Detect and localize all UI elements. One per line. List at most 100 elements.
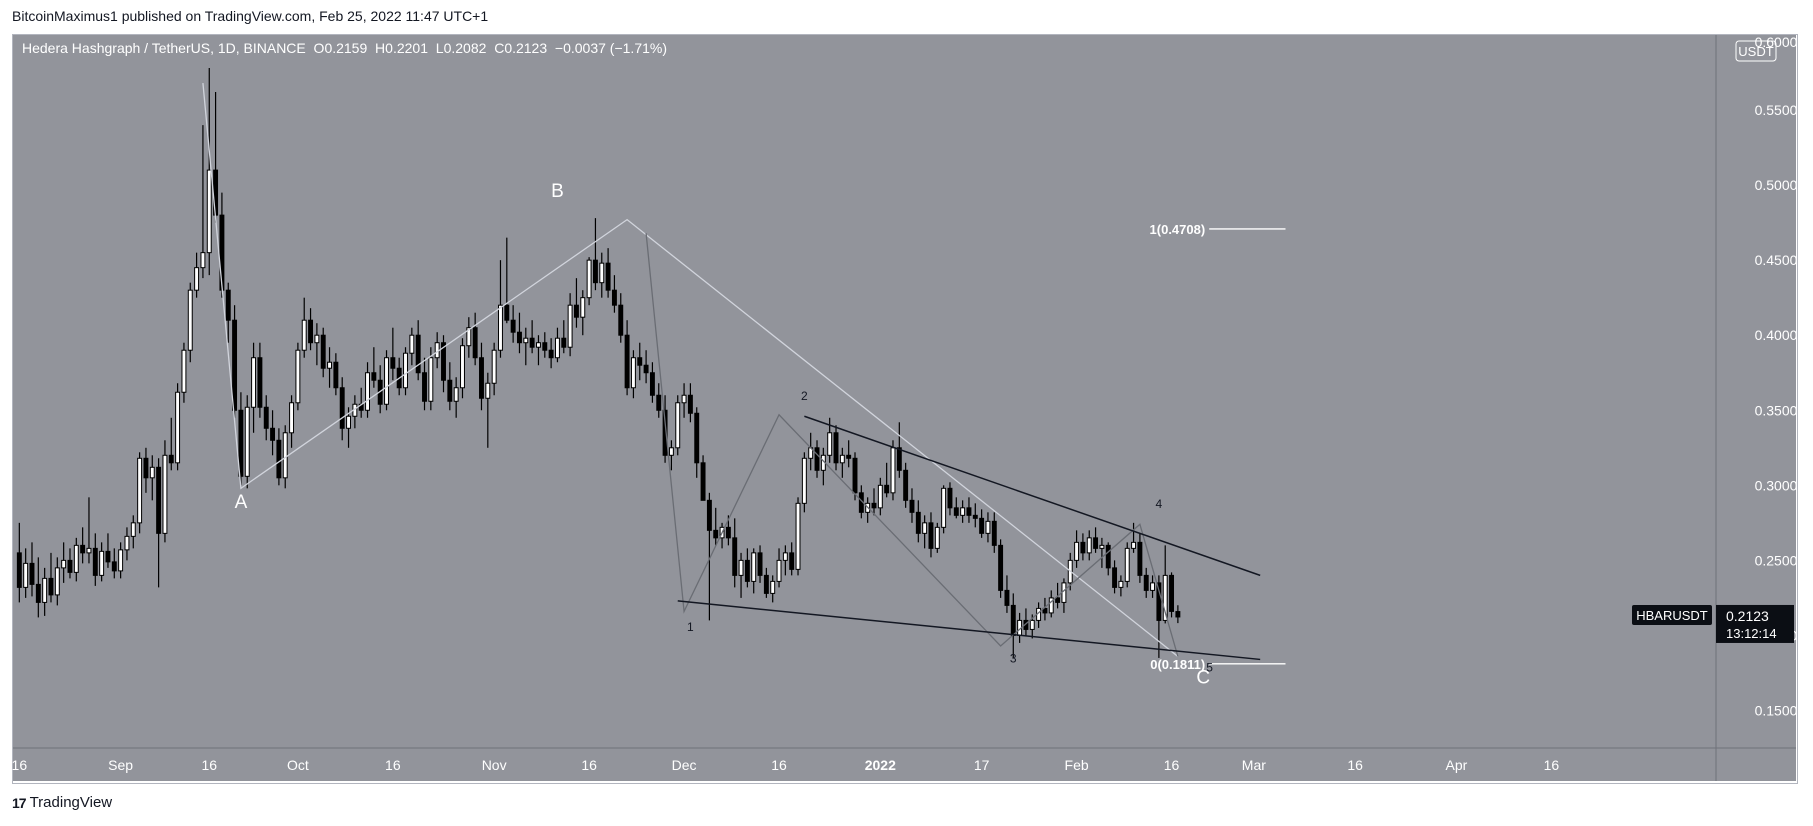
candle-body: [839, 454, 845, 464]
candle-body: [371, 372, 377, 381]
candle-body: [130, 522, 136, 537]
candle-body: [1004, 589, 1010, 606]
candle-body: [1086, 537, 1092, 554]
candle: [871, 488, 877, 516]
candle: [548, 338, 554, 369]
candle: [67, 548, 73, 579]
wave-label: 2: [801, 389, 808, 403]
candle-body: [42, 577, 48, 603]
candle-body: [270, 427, 276, 441]
candle: [1086, 530, 1092, 561]
wedge-trend-line-lower: [677, 600, 1261, 661]
candle-body: [852, 457, 858, 494]
symbol-tag-label: HBARUSDT: [1636, 608, 1708, 623]
candle-body: [662, 409, 668, 456]
candle: [852, 452, 858, 501]
wave-label: B: [551, 181, 564, 202]
candle-body: [441, 342, 446, 381]
candle: [1175, 605, 1181, 624]
candle: [168, 417, 174, 471]
candle-body: [143, 457, 149, 479]
ohlc-open-label: O: [314, 40, 325, 56]
candle-body: [611, 289, 617, 306]
candle-body: [390, 357, 396, 369]
candle-body: [700, 462, 706, 501]
candle-body: [618, 304, 624, 336]
fib-level-label: 1(0.4708): [1150, 222, 1206, 237]
x-tick-label: 16: [771, 757, 787, 773]
ohlc-high: 0.2201: [385, 40, 428, 56]
candle: [1169, 572, 1175, 618]
candle-body: [884, 484, 890, 494]
candles: [16, 68, 1181, 658]
candle-body: [909, 499, 915, 513]
candle-body: [194, 267, 200, 291]
candle-body: [789, 552, 795, 570]
x-tick-label: 16: [12, 757, 28, 773]
candle: [624, 320, 630, 396]
last-price-tag: [1716, 604, 1794, 643]
ohlc-high-label: H: [375, 40, 385, 56]
candle-body: [877, 484, 883, 509]
abc-wave-line: [202, 82, 1179, 657]
candle-body: [561, 337, 567, 348]
time-axis: [13, 748, 1796, 781]
candle: [105, 533, 111, 568]
candle-body: [605, 262, 611, 291]
candle: [529, 320, 535, 354]
candle: [225, 282, 231, 343]
candle: [668, 440, 674, 471]
candle: [751, 548, 757, 594]
wedge-trend-line-upper: [804, 415, 1261, 577]
x-tick-label: Apr: [1446, 757, 1468, 773]
candle: [713, 507, 719, 546]
candle-body: [1074, 541, 1080, 561]
candle-body: [175, 391, 181, 464]
candle: [637, 342, 643, 381]
candle-countdown: 13:12:14: [1726, 626, 1777, 641]
candle: [472, 312, 478, 366]
candle: [801, 452, 807, 513]
candle-body: [770, 580, 776, 594]
candle: [35, 557, 41, 618]
candle-body: [111, 561, 117, 572]
candle: [339, 377, 345, 441]
candle-body: [118, 549, 124, 572]
candle: [428, 347, 434, 411]
tradingview-logo[interactable]: 17 TradingView: [12, 794, 112, 811]
candle-body: [162, 454, 168, 534]
candle-body: [1118, 580, 1124, 588]
candle: [991, 512, 997, 553]
candle-body: [1105, 544, 1111, 569]
candle-body: [795, 502, 801, 570]
candle: [251, 342, 257, 433]
candle-body: [282, 432, 288, 479]
candle-body: [339, 387, 345, 429]
candle: [846, 440, 852, 468]
candle-body: [200, 252, 206, 269]
candle-body: [979, 517, 985, 534]
candle: [947, 482, 953, 516]
candle: [554, 327, 560, 363]
candle: [156, 458, 162, 588]
candle: [833, 425, 839, 471]
candle: [966, 497, 972, 523]
candle: [700, 455, 706, 501]
candle: [1042, 597, 1048, 621]
candle-body: [915, 511, 921, 534]
candle-body: [903, 469, 909, 501]
candle: [586, 257, 592, 306]
currency-label: USDT: [1738, 44, 1773, 59]
candle: [29, 542, 35, 597]
x-tick-label: 2022: [865, 757, 896, 773]
candle: [1150, 575, 1156, 598]
candle-body: [1010, 604, 1016, 636]
candle: [137, 452, 143, 534]
candle-body: [738, 559, 744, 576]
candle-body: [928, 522, 934, 549]
candle-body: [934, 526, 940, 549]
candle-body: [953, 507, 959, 516]
candle: [384, 350, 389, 411]
candle: [681, 383, 687, 418]
